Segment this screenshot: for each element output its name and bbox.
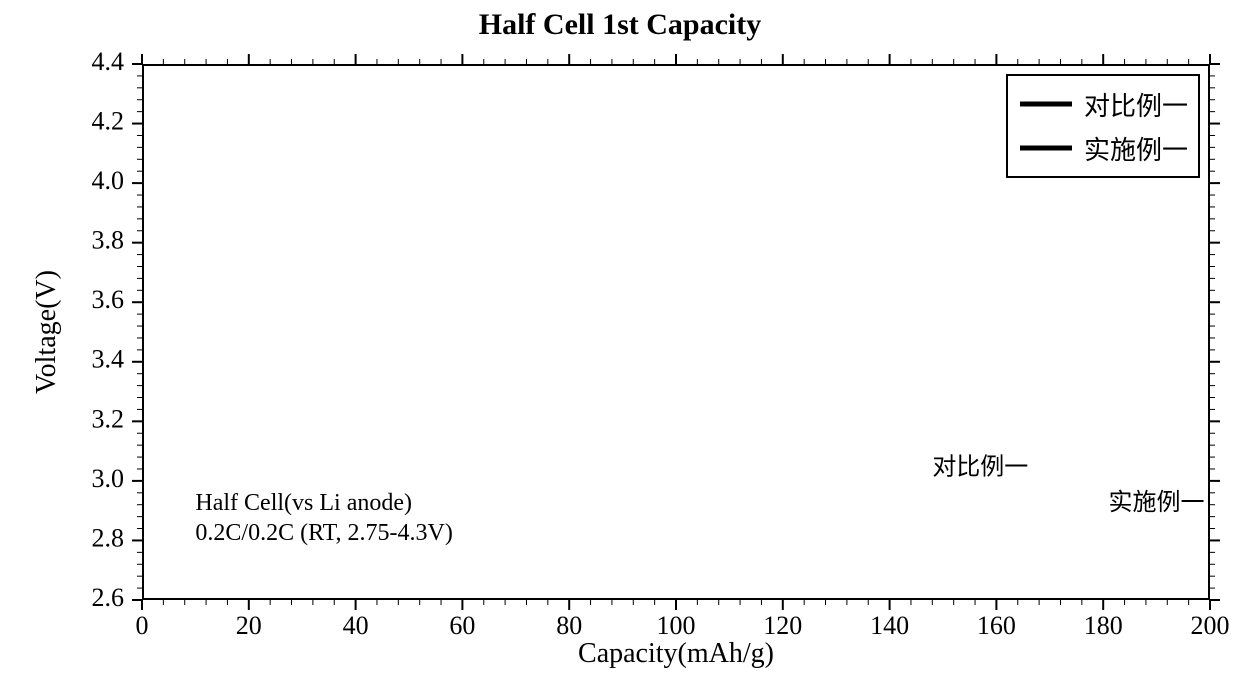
y-tick-label: 2.8 (92, 523, 125, 552)
legend-item: 对比例一 (1018, 82, 1188, 126)
y-tick-label: 3.0 (92, 464, 125, 493)
plot-area: 对比例一实施例一 (142, 64, 1210, 600)
legend-sample-line (1018, 82, 1074, 126)
x-axis-label: Capacity(mAh/g) (578, 638, 774, 670)
x-tick-label: 200 (1191, 611, 1230, 640)
legend-sample-line (1018, 126, 1074, 170)
chart-title: Half Cell 1st Capacity (0, 8, 1240, 42)
y-axis-label: Voltage(V) (31, 270, 63, 394)
x-tick-label: 140 (870, 611, 909, 640)
y-tick-label: 3.2 (92, 404, 125, 433)
x-tick-label: 60 (449, 611, 475, 640)
y-tick-label: 3.4 (92, 345, 125, 374)
y-tick-label: 3.8 (92, 226, 125, 255)
x-tick-label: 120 (763, 611, 802, 640)
y-tick-label: 3.6 (92, 285, 125, 314)
x-tick-label: 20 (236, 611, 262, 640)
x-tick-label: 0 (136, 611, 149, 640)
chart-container: Half Cell 1st Capacity Voltage(V) Capaci… (0, 0, 1240, 679)
legend-label: 实施例一 (1084, 130, 1188, 167)
y-tick-label: 4.2 (92, 107, 125, 136)
x-tick-label: 40 (343, 611, 369, 640)
y-tick-label: 4.4 (92, 47, 125, 76)
legend: 对比例一实施例一 (1006, 74, 1200, 178)
legend-label: 对比例一 (1084, 86, 1188, 123)
y-tick-label: 2.6 (92, 583, 125, 612)
x-tick-label: 100 (657, 611, 696, 640)
y-tick-label: 4.0 (92, 166, 125, 195)
legend-item: 实施例一 (1018, 126, 1188, 170)
x-tick-label: 160 (977, 611, 1016, 640)
x-tick-label: 180 (1084, 611, 1123, 640)
x-tick-label: 80 (556, 611, 582, 640)
